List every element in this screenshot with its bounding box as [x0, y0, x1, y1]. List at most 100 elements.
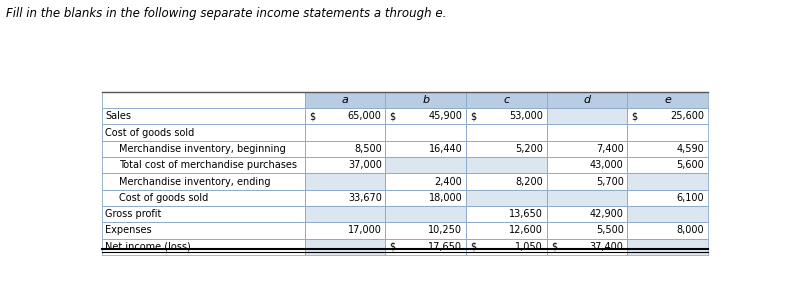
Text: $: $	[632, 111, 637, 121]
Text: 33,670: 33,670	[348, 193, 381, 203]
Bar	[627, 108, 708, 124]
Text: 2,400: 2,400	[435, 176, 463, 186]
Bar	[547, 238, 627, 255]
Bar	[102, 141, 305, 157]
Bar	[466, 206, 547, 222]
Bar	[627, 238, 708, 255]
Bar	[305, 173, 385, 190]
Text: Cost of goods sold: Cost of goods sold	[106, 128, 195, 138]
Text: $: $	[309, 111, 315, 121]
Bar	[627, 173, 708, 190]
Bar	[466, 190, 547, 206]
Text: c: c	[504, 95, 509, 105]
Text: $: $	[470, 242, 477, 252]
Bar	[547, 124, 627, 141]
Text: Merchandise inventory, ending: Merchandise inventory, ending	[119, 176, 270, 186]
Bar	[547, 108, 627, 124]
Text: 16,440: 16,440	[429, 144, 463, 154]
Text: d: d	[583, 95, 590, 105]
Bar	[305, 222, 385, 238]
Bar	[627, 222, 708, 238]
Bar	[385, 124, 466, 141]
Text: 10,250: 10,250	[429, 225, 463, 235]
Bar	[385, 190, 466, 206]
Bar	[627, 190, 708, 206]
Text: 7,400: 7,400	[596, 144, 623, 154]
Text: 5,700: 5,700	[596, 176, 623, 186]
Bar	[305, 206, 385, 222]
Bar	[627, 124, 708, 141]
Text: Sales: Sales	[106, 111, 132, 121]
Text: Cost of goods sold: Cost of goods sold	[119, 193, 208, 203]
Text: 8,500: 8,500	[354, 144, 381, 154]
Text: 8,200: 8,200	[515, 176, 543, 186]
Bar	[305, 238, 385, 255]
Text: Gross profit: Gross profit	[106, 209, 162, 219]
Bar	[385, 173, 466, 190]
Text: 53,000: 53,000	[509, 111, 543, 121]
Text: 43,000: 43,000	[590, 160, 623, 170]
Text: 17,000: 17,000	[348, 225, 381, 235]
Text: b: b	[422, 95, 429, 105]
Bar	[627, 141, 708, 157]
Text: 5,200: 5,200	[515, 144, 543, 154]
Bar	[385, 141, 466, 157]
Text: 5,600: 5,600	[677, 160, 704, 170]
Bar	[466, 157, 547, 173]
Text: 37,000: 37,000	[348, 160, 381, 170]
Bar	[385, 92, 466, 108]
Text: Expenses: Expenses	[106, 225, 152, 235]
Text: Merchandise inventory, beginning: Merchandise inventory, beginning	[119, 144, 285, 154]
Bar	[102, 206, 305, 222]
Bar	[385, 206, 466, 222]
Text: 18,000: 18,000	[429, 193, 463, 203]
Bar	[547, 141, 627, 157]
Text: 65,000: 65,000	[348, 111, 381, 121]
Bar	[102, 92, 305, 108]
Bar	[466, 108, 547, 124]
Bar	[547, 173, 627, 190]
Bar	[305, 157, 385, 173]
Bar	[547, 92, 627, 108]
Text: 12,600: 12,600	[509, 225, 543, 235]
Bar	[102, 190, 305, 206]
Bar	[305, 108, 385, 124]
Text: 4,590: 4,590	[677, 144, 704, 154]
Bar	[305, 124, 385, 141]
Text: e: e	[664, 95, 671, 105]
Bar	[466, 222, 547, 238]
Text: 45,900: 45,900	[429, 111, 463, 121]
Text: 6,100: 6,100	[677, 193, 704, 203]
Bar	[466, 238, 547, 255]
Text: $: $	[389, 111, 396, 121]
Bar	[102, 108, 305, 124]
Bar	[627, 92, 708, 108]
Text: Fill in the blanks in the following separate income statements a through e.: Fill in the blanks in the following sepa…	[6, 7, 447, 20]
Text: 17,650: 17,650	[429, 242, 463, 252]
Text: a: a	[341, 95, 348, 105]
Text: 37,400: 37,400	[589, 242, 623, 252]
Bar	[466, 124, 547, 141]
Bar	[305, 141, 385, 157]
Text: $: $	[389, 242, 396, 252]
Bar	[547, 206, 627, 222]
Bar	[627, 157, 708, 173]
Bar	[102, 238, 305, 255]
Bar	[547, 190, 627, 206]
Text: 42,900: 42,900	[589, 209, 623, 219]
Bar	[102, 157, 305, 173]
Bar	[547, 222, 627, 238]
Text: 1,050: 1,050	[515, 242, 543, 252]
Text: Net income (loss): Net income (loss)	[106, 242, 191, 252]
Bar	[466, 141, 547, 157]
Bar	[102, 124, 305, 141]
Bar	[102, 173, 305, 190]
Bar	[547, 157, 627, 173]
Text: 8,000: 8,000	[677, 225, 704, 235]
Text: $: $	[470, 111, 477, 121]
Bar	[466, 92, 547, 108]
Text: 25,600: 25,600	[671, 111, 704, 121]
Bar	[305, 190, 385, 206]
Bar	[305, 92, 385, 108]
Bar	[385, 157, 466, 173]
